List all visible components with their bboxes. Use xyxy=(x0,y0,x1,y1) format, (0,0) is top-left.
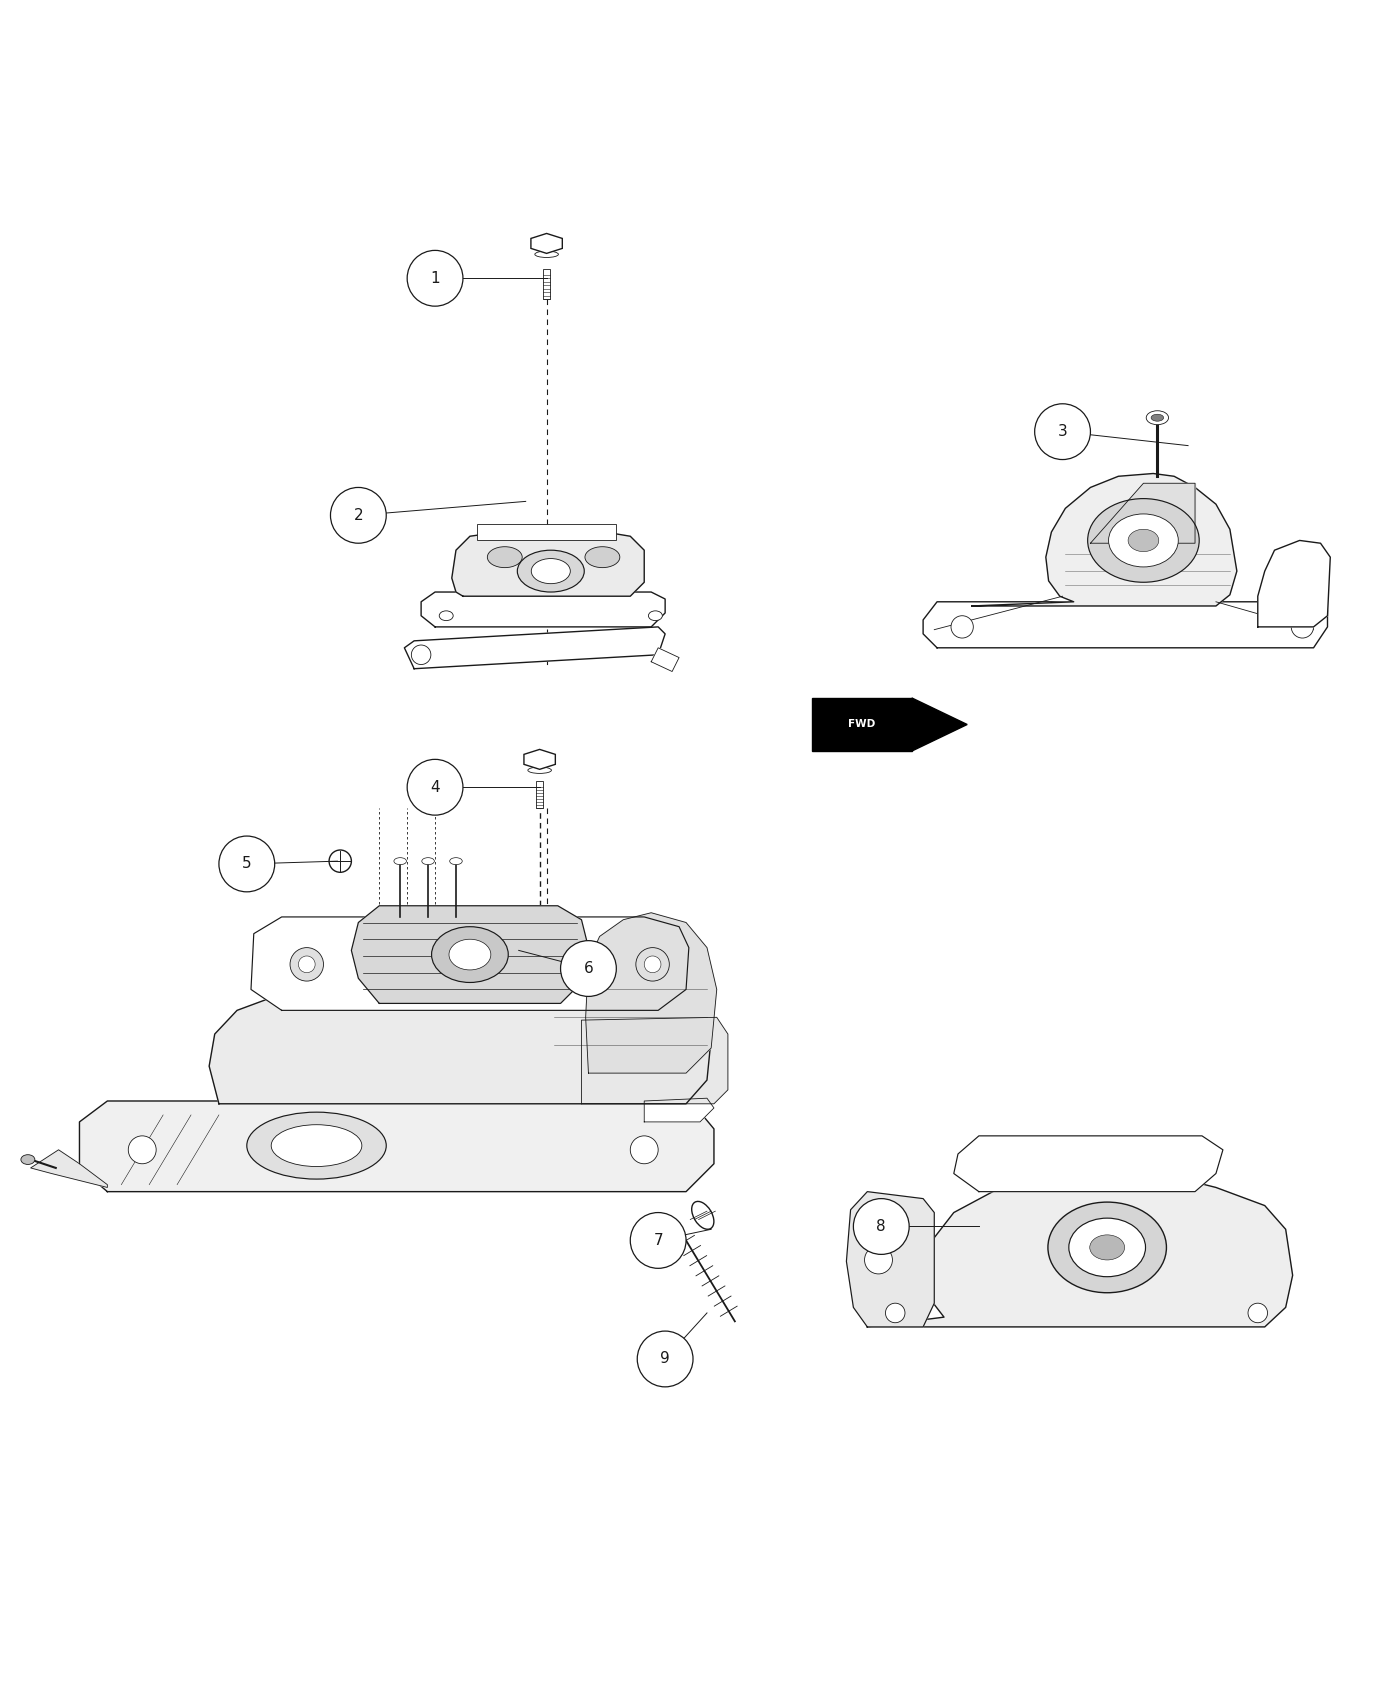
Polygon shape xyxy=(421,592,665,627)
Circle shape xyxy=(637,1331,693,1387)
Ellipse shape xyxy=(421,858,434,865)
Ellipse shape xyxy=(1128,529,1159,551)
Circle shape xyxy=(298,955,315,972)
Polygon shape xyxy=(585,913,717,1073)
Text: FWD: FWD xyxy=(848,719,875,729)
Ellipse shape xyxy=(431,927,508,983)
Polygon shape xyxy=(1257,541,1330,627)
Ellipse shape xyxy=(535,252,559,257)
Ellipse shape xyxy=(440,610,454,620)
Polygon shape xyxy=(531,233,563,253)
Polygon shape xyxy=(80,1102,714,1192)
Text: 1: 1 xyxy=(430,270,440,286)
Circle shape xyxy=(630,1136,658,1165)
Circle shape xyxy=(129,1136,157,1165)
Circle shape xyxy=(407,250,463,306)
Text: 2: 2 xyxy=(354,508,363,524)
Circle shape xyxy=(1035,405,1091,459)
Ellipse shape xyxy=(246,1112,386,1180)
Polygon shape xyxy=(953,1136,1224,1192)
Circle shape xyxy=(329,850,351,872)
Polygon shape xyxy=(868,1168,1292,1328)
Circle shape xyxy=(951,615,973,638)
Polygon shape xyxy=(351,906,588,1003)
Polygon shape xyxy=(1091,483,1196,544)
Circle shape xyxy=(865,1246,892,1273)
Ellipse shape xyxy=(449,858,462,865)
Text: 6: 6 xyxy=(584,960,594,976)
Ellipse shape xyxy=(1089,1234,1124,1260)
Ellipse shape xyxy=(648,610,662,620)
Ellipse shape xyxy=(518,551,584,592)
Circle shape xyxy=(330,488,386,544)
Ellipse shape xyxy=(21,1154,35,1165)
Bar xyxy=(812,699,911,751)
Bar xyxy=(543,269,550,299)
Circle shape xyxy=(636,947,669,981)
Text: 4: 4 xyxy=(430,780,440,794)
Text: 9: 9 xyxy=(661,1352,671,1367)
Ellipse shape xyxy=(1049,1202,1166,1292)
Ellipse shape xyxy=(449,938,491,971)
Circle shape xyxy=(1291,615,1313,638)
Circle shape xyxy=(560,940,616,996)
Text: 3: 3 xyxy=(1057,425,1067,439)
Circle shape xyxy=(854,1198,909,1255)
Circle shape xyxy=(644,955,661,972)
Polygon shape xyxy=(251,916,689,1010)
Circle shape xyxy=(218,836,274,892)
Polygon shape xyxy=(405,627,665,668)
Text: 5: 5 xyxy=(242,857,252,872)
Circle shape xyxy=(412,644,431,665)
Polygon shape xyxy=(651,648,679,672)
Ellipse shape xyxy=(487,547,522,568)
Text: 7: 7 xyxy=(654,1232,664,1248)
Circle shape xyxy=(407,760,463,814)
Circle shape xyxy=(630,1212,686,1268)
Polygon shape xyxy=(209,906,711,1103)
Polygon shape xyxy=(452,529,644,597)
Polygon shape xyxy=(972,474,1236,605)
Ellipse shape xyxy=(1068,1219,1145,1277)
Ellipse shape xyxy=(1088,498,1200,583)
Bar xyxy=(536,782,543,807)
Ellipse shape xyxy=(692,1202,714,1229)
Ellipse shape xyxy=(393,858,406,865)
Ellipse shape xyxy=(1109,513,1179,566)
Ellipse shape xyxy=(528,767,552,774)
Polygon shape xyxy=(847,1192,934,1328)
Polygon shape xyxy=(923,602,1327,648)
Circle shape xyxy=(290,947,323,981)
Polygon shape xyxy=(581,1017,728,1103)
Circle shape xyxy=(1247,1304,1267,1323)
Ellipse shape xyxy=(585,547,620,568)
Text: 8: 8 xyxy=(876,1219,886,1234)
Ellipse shape xyxy=(272,1125,361,1166)
Polygon shape xyxy=(644,1098,714,1122)
Ellipse shape xyxy=(531,559,570,583)
Polygon shape xyxy=(31,1149,108,1188)
Ellipse shape xyxy=(1147,411,1169,425)
Ellipse shape xyxy=(1151,415,1163,422)
Polygon shape xyxy=(911,699,967,751)
Bar xyxy=(477,524,616,541)
Polygon shape xyxy=(524,750,556,770)
Circle shape xyxy=(885,1304,904,1323)
